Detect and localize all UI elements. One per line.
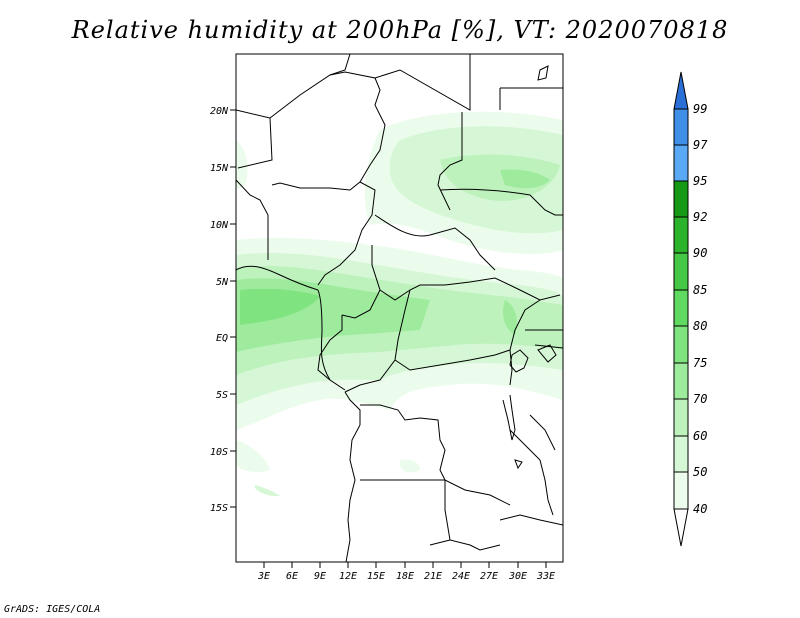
chart-title: Relative humidity at 200hPa [%], VT: 202… [71,16,729,44]
lat-label: EQ [216,333,228,344]
colorbar-segment [673,108,689,146]
colorbar-segment [673,216,689,254]
colorbar-label: 97 [693,138,708,152]
lon-label: 6E [286,571,298,582]
colorbar-segment [673,289,689,327]
colorbar-label: 95 [693,174,707,188]
lat-label: 15S [210,503,228,514]
lon-label: 15E [367,571,385,582]
colorbar-segment [673,144,689,182]
colorbar-label: 92 [693,210,707,224]
colorbar-segment [673,252,689,291]
colorbar-label: 75 [693,356,707,370]
lat-label: 5S [216,390,228,401]
lat-labels: 20N 15N 10N 5N EQ 5S 10S 15S [210,106,229,514]
colorbar-segment [673,362,689,400]
colorbar-label: 50 [693,465,707,479]
map-frame [235,53,564,563]
colorbar-top-arrow [673,71,689,110]
lakes [509,65,557,470]
colorbar-segment [673,435,689,473]
lon-axis [263,562,547,568]
lat-label: 20N [210,106,229,117]
lon-label: 21E [424,571,442,582]
lat-label: 10N [210,220,229,231]
colorbar-segment [673,398,689,437]
colorbar-segment [673,180,689,218]
colorbar-label: 60 [693,429,707,443]
colorbar-label: 85 [693,283,707,297]
lon-label: 27E [480,571,498,582]
colorbar-segment [673,471,689,510]
humidity-field [236,111,563,497]
colorbar [673,71,689,547]
lat-axis [230,109,236,508]
lat-label: 15N [210,163,229,174]
colorbar-label: 80 [693,319,707,333]
lon-label: 24E [452,571,470,582]
lat-label: 10S [210,447,228,458]
lon-label: 9E [314,571,326,582]
colorbar-bottom-arrow [673,508,689,547]
colorbar-label: 40 [693,502,707,516]
borders [236,54,563,562]
colorbar-label: 90 [693,246,707,260]
lat-label: 5N [216,277,229,288]
colorbar-label: 99 [693,102,707,116]
credit-text: GrADS: IGES/COLA [4,604,101,615]
lon-label: 18E [396,571,414,582]
lon-label: 12E [339,571,357,582]
lon-labels: 3E 6E 9E 12E 15E 18E 21E 24E 27E 30E 33E [257,571,555,582]
lon-label: 33E [536,571,555,582]
lon-label: 3E [257,571,270,582]
lon-label: 30E [508,571,527,582]
colorbar-label: 70 [693,392,707,406]
colorbar-labels: 99 97 95 92 90 85 80 75 70 60 50 40 [693,102,708,516]
colorbar-segment [673,325,689,364]
